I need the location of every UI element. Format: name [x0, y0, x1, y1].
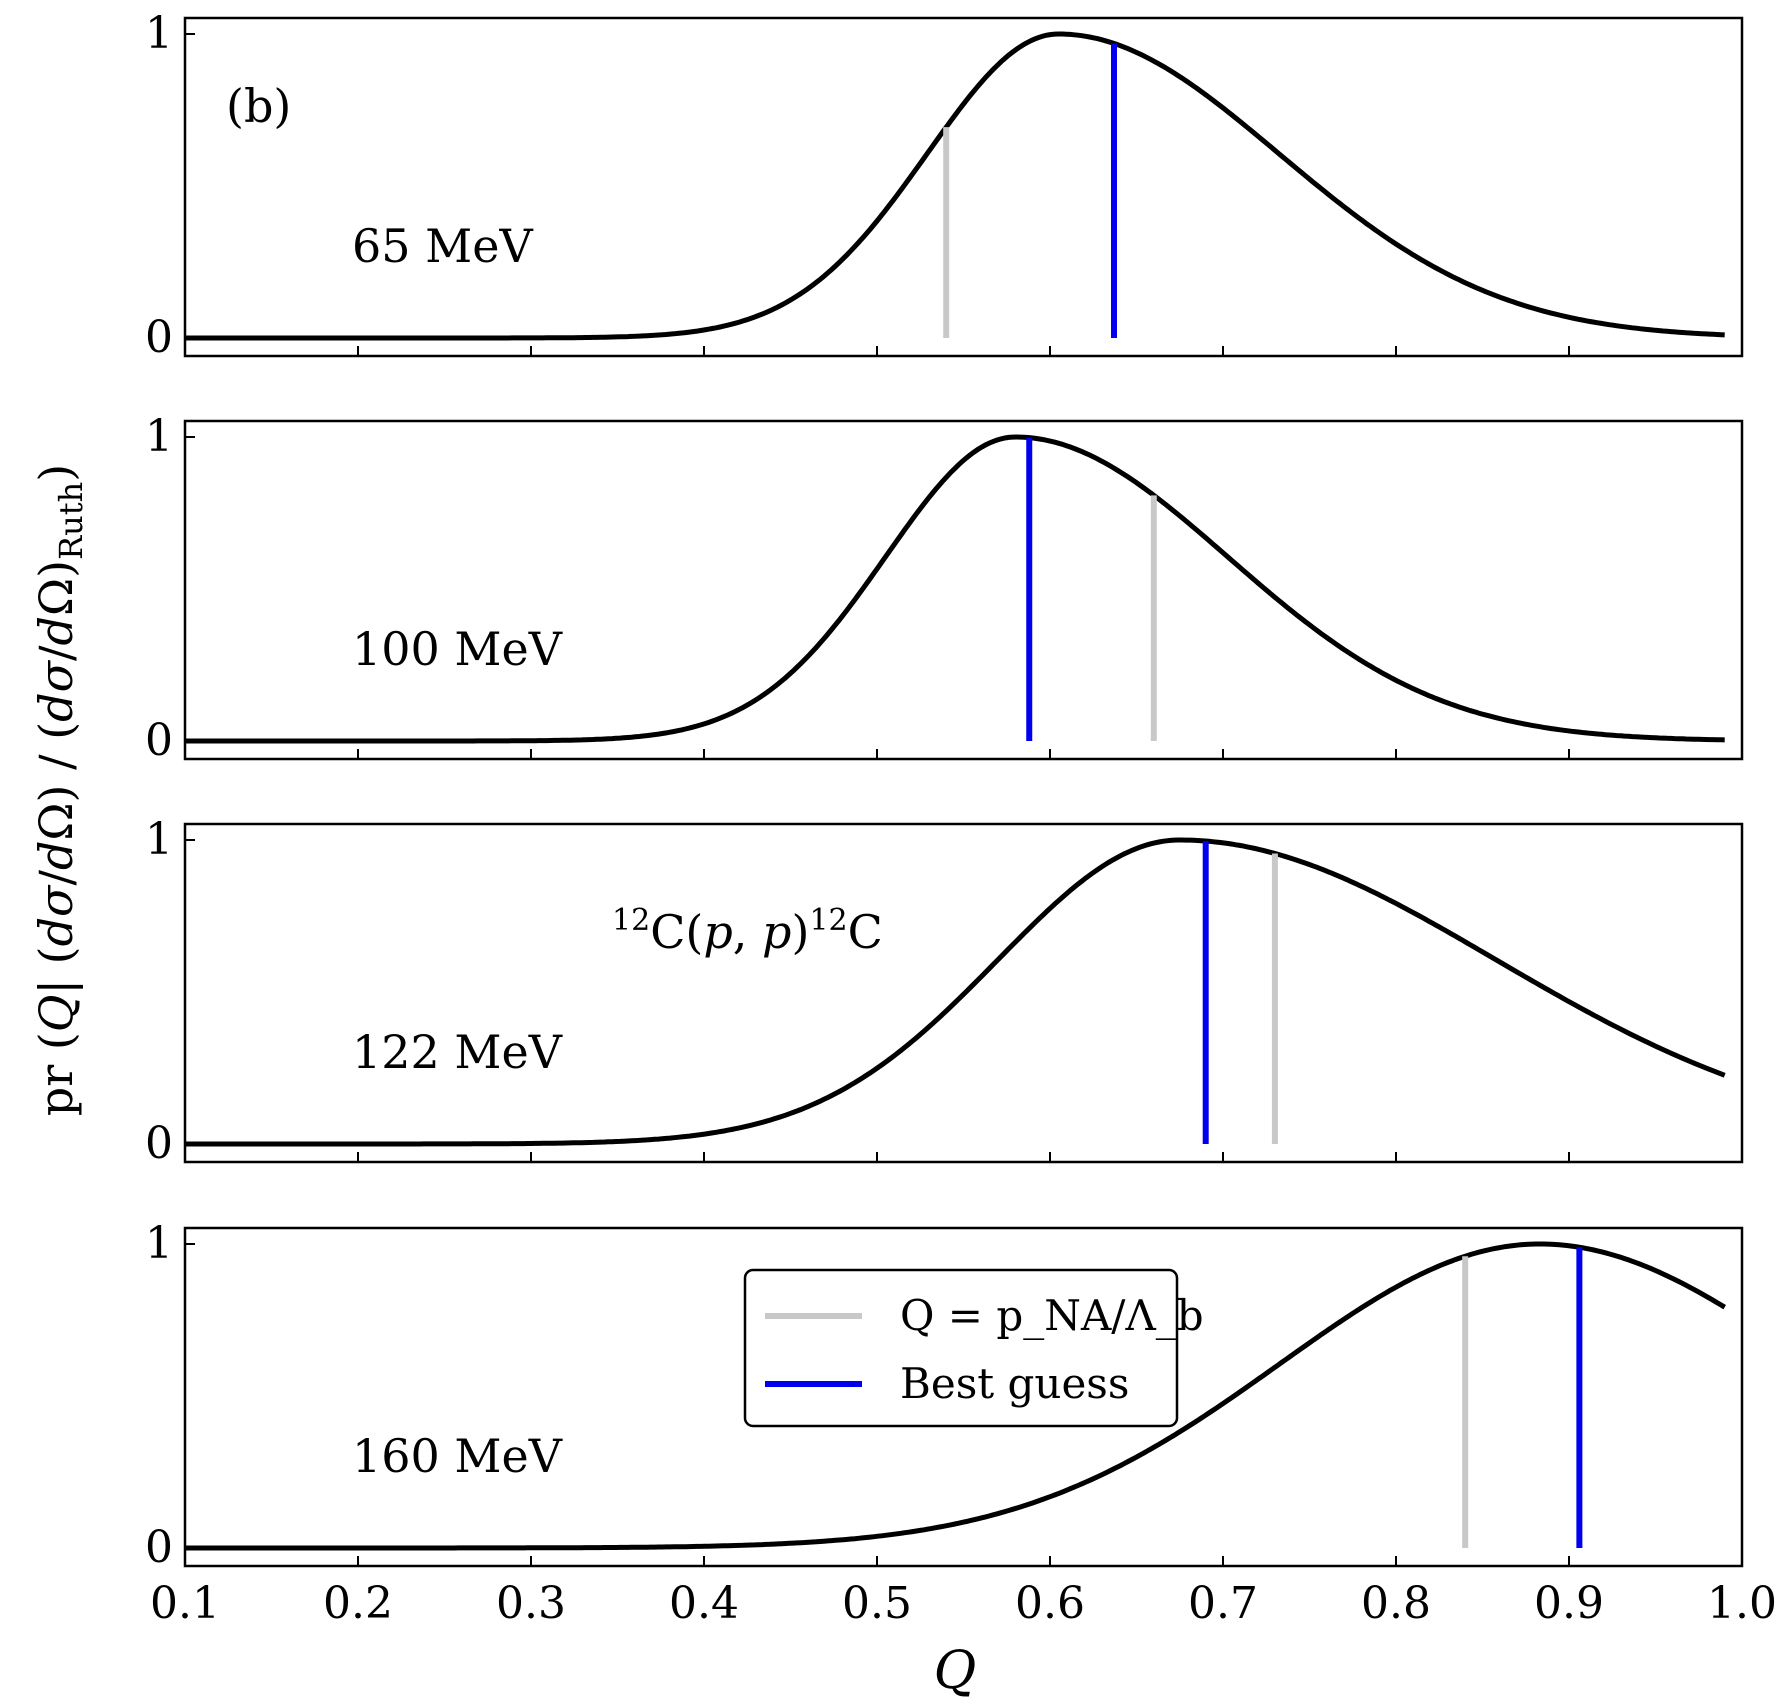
probability-curve — [185, 434, 1725, 744]
x-tick-label: 0.2 — [323, 1578, 393, 1629]
panel-2: 0 1 100 MeV — [145, 411, 1744, 766]
legend: Q = p_NA/Λ_b Best guess — [743, 1268, 1204, 1428]
x-tick-label: 0.7 — [1188, 1578, 1258, 1629]
energy-label: 100 MeV — [352, 622, 563, 676]
x-tick-label: 0.6 — [1015, 1578, 1085, 1629]
x-tick-label: 0.4 — [669, 1578, 739, 1629]
panels: 0 1 65 MeV 0 1 100 MeV 0 1 122 MeV 0 1 160 MeV (b) 12… — [145, 8, 1777, 1629]
panel-3: 0 1 122 MeV — [145, 814, 1744, 1169]
panel-frame — [183, 1226, 1744, 1568]
x-axis-label: Q — [934, 1641, 977, 1701]
y-tick-label: 1 — [145, 8, 173, 59]
y-tick-label: 0 — [145, 312, 173, 363]
x-tick-label: 0.3 — [496, 1578, 566, 1629]
y-tick-label: 1 — [145, 814, 173, 865]
energy-label: 160 MeV — [352, 1429, 563, 1483]
y-tick-label: 0 — [145, 1118, 173, 1169]
y-axis-label: pr (Q| (dσ/dΩ) / (dσ/dΩ)Ruth) — [29, 464, 90, 1116]
y-tick-label: 0 — [145, 1522, 173, 1573]
probability-curve — [185, 1241, 1726, 1551]
panel-4: 0 1 160 MeV — [145, 1218, 1744, 1573]
legend-label: Q = p_NA/Λ_b — [900, 1291, 1204, 1340]
energy-label: 122 MeV — [352, 1025, 563, 1079]
probability-curve — [185, 837, 1726, 1147]
x-tick-label: 1.0 — [1707, 1578, 1777, 1629]
panel-1: 0 1 65 MeV — [145, 8, 1744, 363]
y-tick-label: 0 — [145, 715, 173, 766]
reaction-label-text: 12C(p, p)12C — [612, 903, 883, 959]
y-tick-label: 1 — [145, 411, 173, 462]
panel-frame — [183, 16, 1744, 358]
svg-text:pr (Q| (dσ/dΩ) / (dσ/dΩ)Ruth): pr (Q| (dσ/dΩ) / (dσ/dΩ)Ruth) — [29, 464, 90, 1116]
x-tick-label: 0.5 — [842, 1578, 912, 1629]
y-tick-label: 1 — [145, 1218, 173, 1269]
x-tick-label: 0.8 — [1361, 1578, 1431, 1629]
legend-label: Best guess — [900, 1359, 1129, 1408]
panel-frame — [183, 419, 1744, 761]
panel-letter: (b) — [226, 79, 291, 133]
energy-label: 65 MeV — [352, 219, 533, 273]
panel-frame — [183, 822, 1744, 1164]
reaction-label: 12C(p, p)12C — [612, 903, 883, 959]
x-tick-label: 0.9 — [1534, 1578, 1604, 1629]
x-tick-label: 0.1 — [150, 1578, 220, 1629]
probability-curve — [185, 31, 1725, 341]
